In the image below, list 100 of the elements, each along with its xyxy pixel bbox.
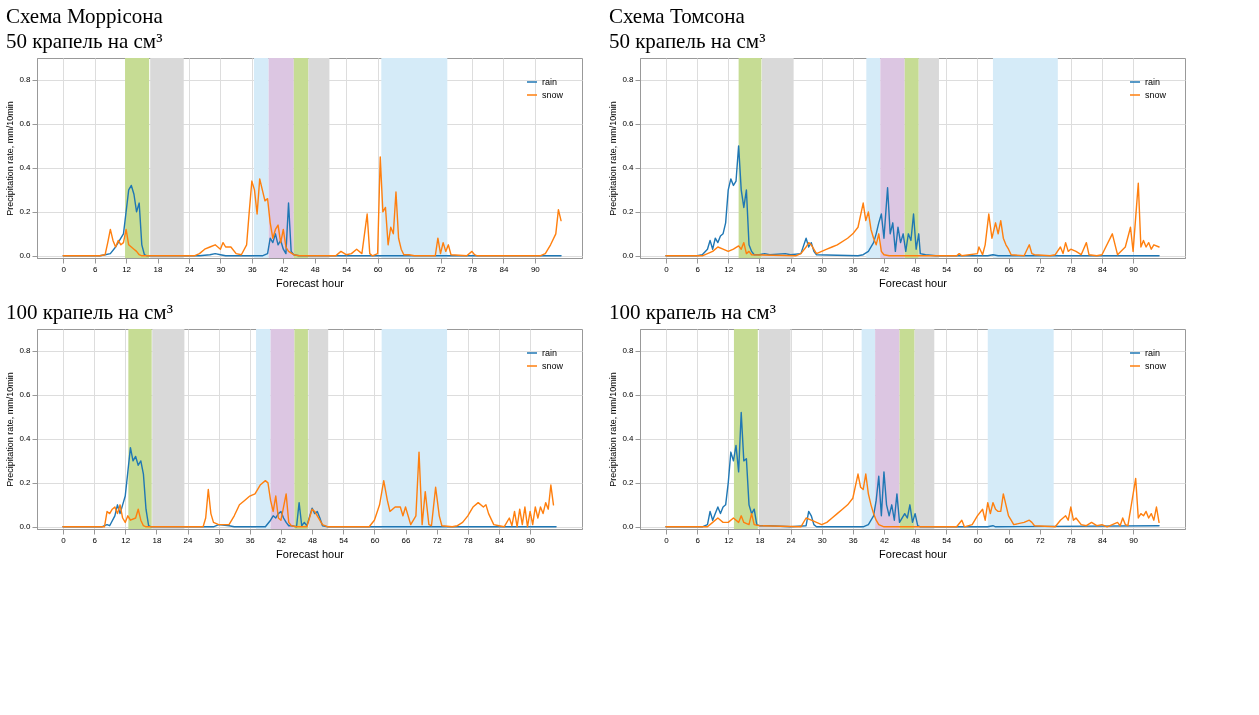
legend-label: rain [1145,348,1161,358]
x-tick-label: 90 [1129,535,1139,545]
y-tick-label: 0.2 [622,207,635,217]
chart-subtitle: 50 крапель на см³ [608,29,766,53]
x-tick-label: 36 [245,535,256,545]
x-tick-label: 90 [1129,264,1139,274]
x-tick-label: 72 [432,535,443,545]
x-tick-label: 84 [1098,264,1108,274]
y-tick-label: 0.0 [622,251,635,261]
x-tick-label: 0 [61,264,67,274]
y-tick-label: 0.2 [19,478,32,488]
x-tick-label: 48 [308,535,318,545]
x-tick-label: 90 [526,535,536,545]
x-tick-label: 78 [463,535,474,545]
x-tick-label: 42 [880,535,890,545]
y-tick-label: 0.8 [622,75,635,85]
x-tick-label: 60 [373,264,384,274]
x-axis-title: Forecast hour [276,276,345,289]
chart-title: 100 крапель на см³ [5,300,173,324]
y-tick-label: 0.6 [19,390,32,400]
y-tick-label: 0.8 [19,75,32,85]
x-axis-title: Forecast hour [879,276,948,289]
y-axis-title: Precipitation rate, mm/10min [5,101,16,216]
x-tick-label: 6 [695,264,701,274]
line-series [665,182,1160,257]
y-tick-label: 0.4 [622,163,635,173]
x-tick-label: 36 [848,264,859,274]
y-tick-label: 0.6 [622,119,635,129]
x-tick-label: 30 [214,535,225,545]
x-tick-label: 0 [61,535,67,545]
x-tick-label: 54 [339,535,349,545]
y-tick-label: 0.8 [19,346,32,356]
x-tick-label: 18 [153,264,164,274]
x-tick-label: 6 [92,535,98,545]
x-tick-label: 48 [310,264,321,274]
x-tick-label: 24 [183,535,194,545]
x-tick-label: 84 [499,264,509,274]
x-tick-label: 90 [530,264,541,274]
x-tick-label: 78 [468,264,478,274]
line-series [665,473,1160,528]
y-tick-label: 0.0 [19,251,32,261]
x-tick-label: 66 [401,535,412,545]
x-tick-label: 60 [370,535,380,545]
legend-label: rain [1145,77,1161,87]
legend-label: snow [1145,90,1167,100]
x-tick-label: 6 [695,535,701,545]
x-tick-label: 78 [1066,264,1077,274]
x-tick-label: 72 [1035,535,1046,545]
x-axis-title: Forecast hour [879,547,948,560]
x-tick-label: 0 [664,535,670,545]
y-tick-label: 0.6 [622,390,635,400]
x-tick-label: 66 [405,264,415,274]
x-tick-label: 48 [911,264,921,274]
x-tick-label: 12 [121,535,131,545]
chart-title: 100 крапель на см³ [608,300,776,324]
x-tick-label: 30 [817,535,828,545]
y-tick-label: 0.8 [622,346,635,356]
legend-label: rain [542,77,558,87]
x-tick-label: 78 [1066,535,1077,545]
y-tick-label: 0.0 [622,522,635,532]
x-tick-label: 18 [755,535,765,545]
x-axis-title: Forecast hour [276,547,345,560]
y-tick-label: 0.4 [622,434,635,444]
x-tick-label: 12 [724,264,734,274]
x-tick-label: 18 [152,535,162,545]
legend-label: snow [542,361,564,371]
chart-title: Схема Томсона [608,4,746,28]
x-tick-label: 54 [942,535,952,545]
x-tick-label: 12 [122,264,132,274]
y-tick-label: 0.4 [19,163,32,173]
y-tick-label: 0.2 [19,207,32,217]
x-tick-label: 30 [216,264,226,274]
x-tick-label: 24 [786,264,797,274]
x-tick-label: 84 [1098,535,1108,545]
x-tick-label: 42 [880,264,890,274]
x-tick-label: 36 [247,264,258,274]
y-tick-label: 0.2 [622,478,635,488]
y-axis-title: Precipitation rate, mm/10min [608,372,619,487]
x-tick-label: 66 [1004,535,1015,545]
x-tick-label: 24 [786,535,797,545]
y-tick-label: 0.6 [19,119,32,129]
x-tick-label: 66 [1004,264,1015,274]
legend-label: snow [542,90,564,100]
chart-title: Схема Моррісона [5,4,164,28]
x-tick-label: 18 [755,264,765,274]
y-axis-title: Precipitation rate, mm/10min [608,101,619,216]
x-tick-label: 24 [185,264,195,274]
x-tick-label: 42 [277,535,287,545]
x-tick-label: 6 [92,264,98,274]
x-tick-label: 0 [664,264,670,274]
x-tick-label: 72 [1035,264,1046,274]
line-series [62,156,562,257]
chart-subtitle: 50 крапель на см³ [5,29,163,53]
legend-label: snow [1145,361,1167,371]
y-axis-title: Precipitation rate, mm/10min [5,372,16,487]
x-tick-label: 60 [973,535,983,545]
x-tick-label: 72 [436,264,447,274]
x-tick-label: 36 [848,535,859,545]
x-tick-label: 30 [817,264,828,274]
x-tick-label: 84 [495,535,505,545]
